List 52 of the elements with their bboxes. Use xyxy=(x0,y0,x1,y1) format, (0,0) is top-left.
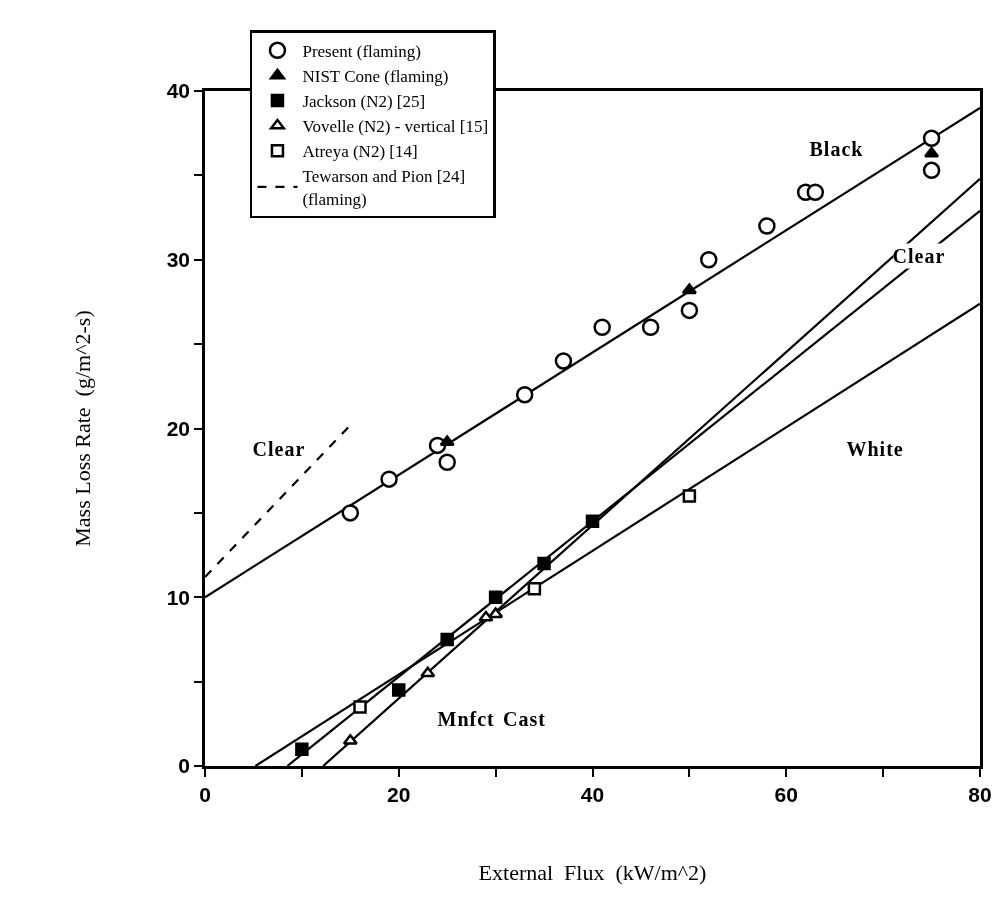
y-tick-label: 40 xyxy=(166,79,191,103)
y-tick-label: 0 xyxy=(178,754,191,778)
point xyxy=(438,453,456,471)
annotation: Cast xyxy=(503,708,546,730)
point xyxy=(440,632,454,647)
point xyxy=(392,683,406,697)
point xyxy=(682,489,697,503)
point xyxy=(420,666,436,678)
legend-label: Present (flaming) xyxy=(302,41,421,61)
point xyxy=(922,161,941,180)
annotation: Clear xyxy=(252,438,306,460)
point xyxy=(341,504,360,522)
point xyxy=(923,146,940,158)
x-tick-label: 20 xyxy=(387,782,411,806)
point xyxy=(537,556,551,571)
point xyxy=(515,386,534,404)
y-tick-label: 20 xyxy=(166,416,191,440)
y-tick-label: 30 xyxy=(166,248,191,272)
legend-label: Atreya (N2) [14] xyxy=(302,142,418,162)
annotation: Black xyxy=(809,138,864,160)
x-tick-label: 0 xyxy=(199,782,211,806)
x-tick-label: 60 xyxy=(774,782,798,806)
point xyxy=(758,217,776,235)
y-axis-title: Mass Loss Rate (g/m^2-s) xyxy=(70,310,96,547)
point xyxy=(700,251,718,269)
point xyxy=(922,129,941,147)
x-tick-label: 80 xyxy=(968,782,992,806)
point xyxy=(488,590,503,604)
point xyxy=(380,470,398,488)
y-tick-label: 10 xyxy=(166,585,191,609)
point xyxy=(478,610,494,622)
point xyxy=(488,607,504,619)
legend-label: Tewarson and Pion [24] (flaming) xyxy=(302,167,466,209)
annotation: Clear xyxy=(892,245,946,267)
point xyxy=(554,352,573,370)
x-tick-label: 40 xyxy=(580,782,605,806)
point xyxy=(806,183,825,201)
point xyxy=(295,742,309,756)
point xyxy=(680,301,699,320)
point xyxy=(641,318,660,336)
legend-label: Jackson (N2) [25] xyxy=(302,92,426,112)
legend-label: NIST Cone (flaming) xyxy=(302,67,449,87)
point xyxy=(681,283,697,295)
annotation: Mnfct xyxy=(437,708,495,730)
point xyxy=(585,514,600,529)
point xyxy=(342,733,358,745)
legend-label: Vovelle (N2) - vertical [15] xyxy=(302,117,489,137)
annotation: White xyxy=(846,438,904,460)
point xyxy=(353,700,367,714)
point xyxy=(527,582,542,596)
point xyxy=(593,318,611,336)
x-axis-title: External Flux (kW/m^2) xyxy=(478,859,707,885)
